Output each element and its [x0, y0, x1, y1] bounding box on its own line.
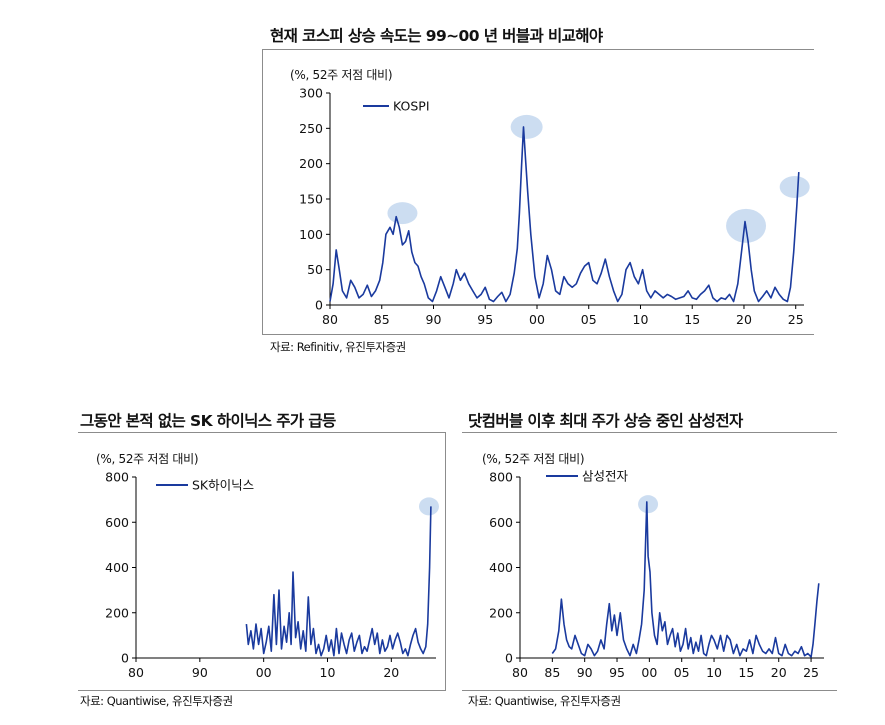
series-line	[551, 501, 820, 658]
highlight-bubble	[779, 175, 810, 198]
x-tick-label: 90	[192, 665, 208, 680]
x-tick-label: 25	[803, 665, 819, 680]
title-underline	[78, 432, 446, 433]
highlight-bubble	[418, 497, 439, 516]
x-tick-label: 80	[128, 665, 144, 680]
y-tick-label: 0	[315, 298, 323, 313]
source-rule	[262, 334, 814, 335]
x-tick-label: 00	[256, 665, 272, 680]
y-tick-label: 50	[307, 262, 323, 277]
samsung-chart: 0 200 400 600 800 80 85 90 95 00 05 10 15 20 25 삼성전자	[489, 469, 824, 680]
title-underline	[262, 49, 814, 50]
highlight-bubble	[387, 202, 418, 225]
source-note: 자료: Quantiwise, 유진투자증권	[80, 694, 233, 708]
source-rule	[78, 690, 446, 691]
y-tick-label: 800	[489, 470, 513, 485]
y-tick-label: 800	[105, 470, 129, 485]
source-note: 자료: Refinitiv, 유진투자증권	[270, 340, 406, 354]
x-tick-label: 25	[788, 312, 804, 327]
y-tick-label: 150	[299, 192, 323, 207]
series-line	[329, 126, 800, 303]
legend-label: KOSPI	[393, 99, 430, 114]
x-tick-label: 20	[383, 665, 399, 680]
x-tick-label: 95	[609, 665, 625, 680]
y-tick-label: 200	[105, 605, 129, 620]
x-tick-label: 00	[529, 312, 545, 327]
x-tick-label: 10	[633, 312, 649, 327]
x-tick-label: 85	[544, 665, 560, 680]
y-tick-label: 250	[299, 121, 323, 136]
y-tick-label: 400	[489, 560, 513, 575]
x-tick-label: 10	[706, 665, 722, 680]
series-line	[245, 506, 432, 657]
y-tick-label: 300	[299, 86, 323, 101]
x-tick-label: 95	[477, 312, 493, 327]
unit-label: (%, 52주 저점 대비)	[96, 452, 199, 466]
unit-label: (%, 52주 저점 대비)	[290, 68, 393, 82]
chart-title: 닷컴버블 이후 최대 주가 상승 중인 삼성전자	[468, 412, 743, 430]
legend-label: SK하이닉스	[192, 478, 254, 493]
highlight-bubble	[638, 495, 659, 514]
x-tick-label: 05	[674, 665, 690, 680]
y-tick-label: 0	[505, 651, 513, 666]
x-tick-label: 20	[736, 312, 752, 327]
panel-divider	[445, 432, 446, 690]
skhynix-chart: 0 200 400 600 800 80 90 00 10 20 SK하이닉스	[105, 470, 439, 680]
source-rule	[462, 690, 837, 691]
x-tick-label: 80	[322, 312, 338, 327]
x-tick-label: 15	[738, 665, 754, 680]
x-tick-label: 00	[641, 665, 657, 680]
title-underline	[462, 432, 837, 433]
x-tick-label: 90	[577, 665, 593, 680]
x-tick-label: 10	[320, 665, 336, 680]
x-tick-label: 20	[771, 665, 787, 680]
source-note: 자료: Quantiwise, 유진투자증권	[468, 694, 621, 708]
x-tick-label: 85	[374, 312, 390, 327]
x-tick-label: 15	[684, 312, 700, 327]
kospi-chart: 0 50 100 150 200 250 300 80 85 90 95 00 05 10 15 20 25 KO…	[299, 86, 810, 327]
chart-title: 현재 코스피 상승 속도는 99~00 년 버블과 비교해야	[270, 27, 603, 45]
y-tick-label: 600	[105, 515, 129, 530]
y-tick-label: 600	[489, 515, 513, 530]
x-tick-label: 05	[581, 312, 597, 327]
y-tick-label: 0	[121, 651, 129, 666]
legend-label: 삼성전자	[582, 469, 629, 484]
y-tick-label: 400	[105, 560, 129, 575]
y-tick-label: 100	[299, 227, 323, 242]
panel-divider	[262, 49, 263, 334]
x-tick-label: 90	[426, 312, 442, 327]
y-tick-label: 200	[489, 605, 513, 620]
highlight-bubble	[510, 114, 543, 139]
x-tick-label: 80	[512, 665, 528, 680]
chart-title: 그동안 본적 없는 SK 하이닉스 주가 급등	[80, 412, 336, 430]
y-tick-label: 200	[299, 156, 323, 171]
unit-label: (%, 52주 저점 대비)	[482, 452, 585, 466]
